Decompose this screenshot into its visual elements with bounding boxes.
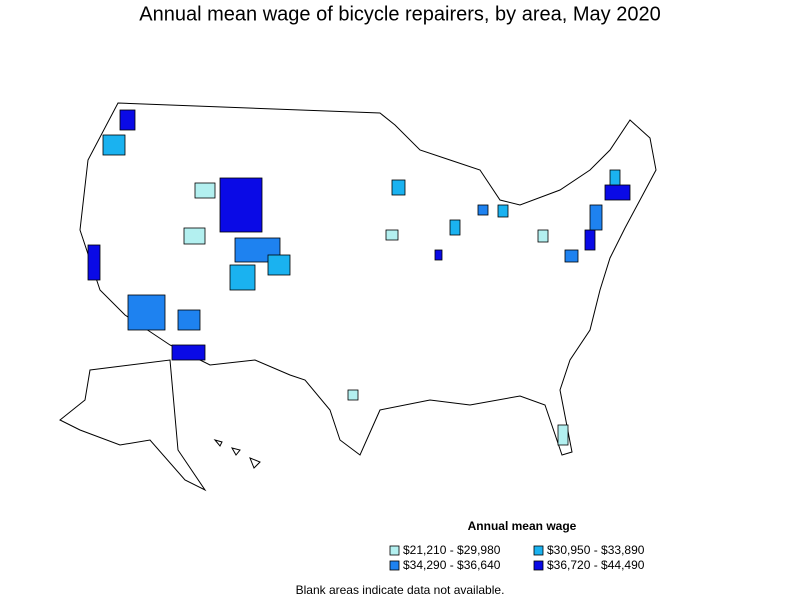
- legend-label: $30,950 - $33,890: [547, 543, 645, 557]
- wage-area: [171, 344, 206, 361]
- wage-area: [477, 204, 489, 216]
- hawaii: [213, 439, 261, 469]
- wage-area: [434, 249, 443, 261]
- wage-area: [589, 204, 603, 231]
- legend-swatch: [389, 560, 400, 571]
- wage-area: [347, 389, 359, 401]
- legend-swatch: [389, 545, 400, 556]
- alaska: [59, 359, 207, 492]
- wage-area: [449, 219, 461, 236]
- wage-area: [609, 169, 621, 186]
- wage-area: [127, 294, 166, 331]
- wage-area: [219, 177, 263, 233]
- wage-area: [194, 182, 216, 199]
- wage-area: [497, 204, 509, 218]
- wage-area: [119, 109, 136, 131]
- wage-area: [604, 184, 631, 201]
- wage-area: [385, 229, 399, 241]
- wage-area: [584, 229, 596, 251]
- legend: $21,210 - $29,980 $30,950 - $33,890 $34,29…: [389, 543, 645, 572]
- legend-swatch: [533, 560, 544, 571]
- wage-area: [391, 179, 406, 196]
- legend-label: $21,210 - $29,980: [403, 543, 501, 557]
- map-title: Annual mean wage of bicycle repairers, b…: [139, 3, 660, 25]
- legend-label: $36,720 - $44,490: [547, 558, 645, 572]
- wage-area: [229, 264, 256, 291]
- wage-areas: [87, 109, 631, 446]
- wage-area: [87, 244, 101, 281]
- wage-area: [564, 249, 579, 263]
- wage-area: [537, 229, 549, 243]
- wage-area: [177, 309, 201, 331]
- map: [59, 102, 657, 492]
- legend-label: $34,290 - $36,640: [403, 558, 501, 572]
- legend-swatch: [533, 545, 544, 556]
- wage-area: [557, 424, 569, 446]
- wage-area: [183, 227, 206, 245]
- wage-area: [102, 134, 126, 156]
- footnote: Blank areas indicate data not available.: [296, 583, 505, 597]
- wage-area: [267, 254, 291, 276]
- legend-title: Annual mean wage: [468, 519, 577, 533]
